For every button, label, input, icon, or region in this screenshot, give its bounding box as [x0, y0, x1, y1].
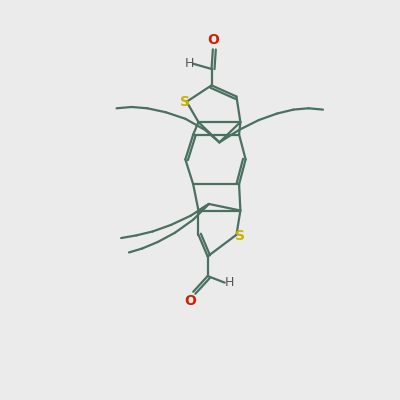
Text: S: S	[235, 229, 245, 243]
Text: O: O	[185, 294, 196, 308]
Text: O: O	[207, 33, 219, 47]
Text: H: H	[225, 276, 234, 289]
Text: H: H	[184, 57, 194, 70]
Text: S: S	[180, 95, 190, 109]
